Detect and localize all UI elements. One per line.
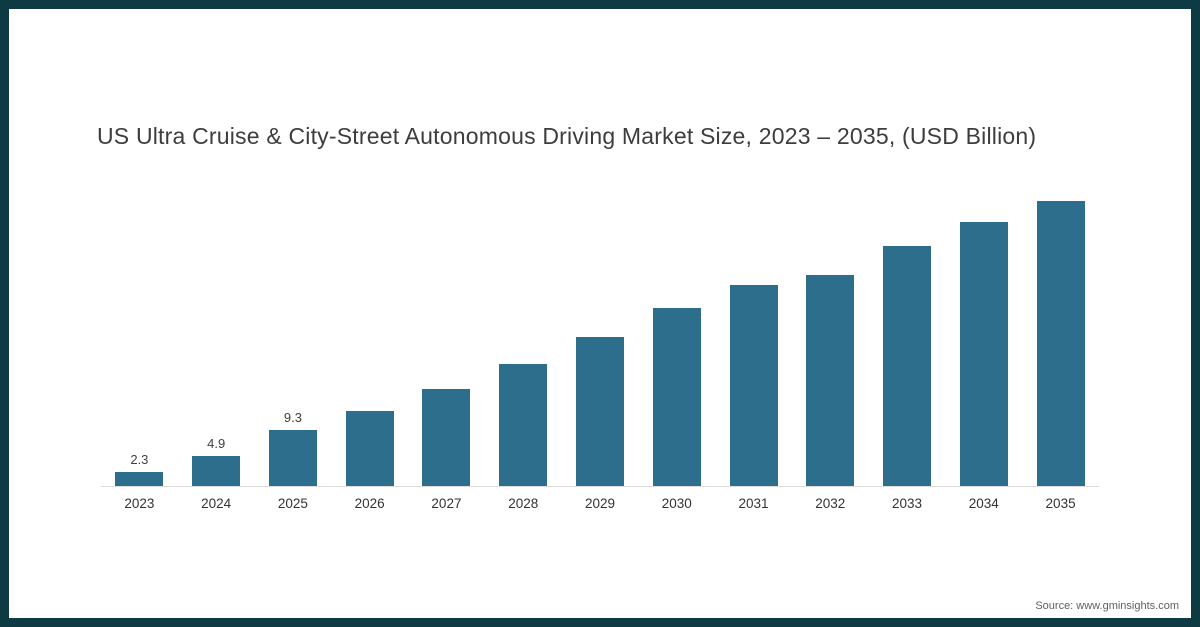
x-tick-label-2031: 2031 <box>738 496 769 511</box>
x-tick-label-2029: 2029 <box>584 496 615 511</box>
bar-2029 <box>575 337 624 486</box>
x-tick-label-2023: 2023 <box>124 496 155 511</box>
bar-2031 <box>729 285 778 486</box>
bar-2023 <box>115 472 164 486</box>
bar-column-2033 <box>869 189 946 486</box>
bar-2034 <box>959 222 1008 486</box>
bar-2028 <box>499 364 548 486</box>
x-tick-label-2034: 2034 <box>968 496 999 511</box>
x-tick-label-2032: 2032 <box>815 496 846 511</box>
bar-column-2031 <box>715 189 792 486</box>
bar-column-2034 <box>945 189 1022 486</box>
bar-value-label: 9.3 <box>283 410 302 425</box>
x-tick-label-2024: 2024 <box>201 496 232 511</box>
bar-column-2024: 4.9 <box>178 189 255 486</box>
bar-column-2026 <box>331 189 408 486</box>
bar-2024 <box>192 456 241 486</box>
bar-column-2035 <box>1022 189 1099 486</box>
x-tick-label-2033: 2033 <box>892 496 923 511</box>
bar-2035 <box>1036 201 1085 486</box>
chart-title: US Ultra Cruise & City-Street Autonomous… <box>97 123 1037 149</box>
bar-chart: 2.3 4.9 9.3 2023 2024 2025 2026 2027 2028 2029 20… <box>101 189 1099 511</box>
bar-2026 <box>345 411 394 486</box>
x-tick-label-2035: 2035 <box>1045 496 1076 511</box>
bar-2033 <box>883 246 932 486</box>
bar-column-2027 <box>408 189 485 486</box>
x-tick-label-2028: 2028 <box>508 496 539 511</box>
bar-column-2030 <box>638 189 715 486</box>
x-tick-label-2025: 2025 <box>277 496 308 511</box>
bar-2032 <box>806 275 855 486</box>
bar-column-2025: 9.3 <box>255 189 332 486</box>
x-tick-label-2026: 2026 <box>354 496 385 511</box>
bar-2027 <box>422 389 471 486</box>
source-credit: Source: www.gminsights.com <box>1035 600 1179 612</box>
x-axis-labels: 2023 2024 2025 2026 2027 2028 2029 2030 2031 2032… <box>101 487 1099 511</box>
bar-column-2023: 2.3 <box>101 189 178 486</box>
bar-2025 <box>268 430 317 486</box>
bar-value-label: 2.3 <box>130 452 149 467</box>
bar-column-2028 <box>485 189 562 486</box>
bar-2030 <box>652 308 701 486</box>
x-tick-label-2027: 2027 <box>431 496 462 511</box>
plot-area: 2.3 4.9 9.3 <box>101 189 1099 487</box>
bar-column-2032 <box>792 189 869 486</box>
bar-column-2029 <box>562 189 639 486</box>
bar-value-label: 4.9 <box>207 436 226 451</box>
x-tick-label-2030: 2030 <box>661 496 692 511</box>
